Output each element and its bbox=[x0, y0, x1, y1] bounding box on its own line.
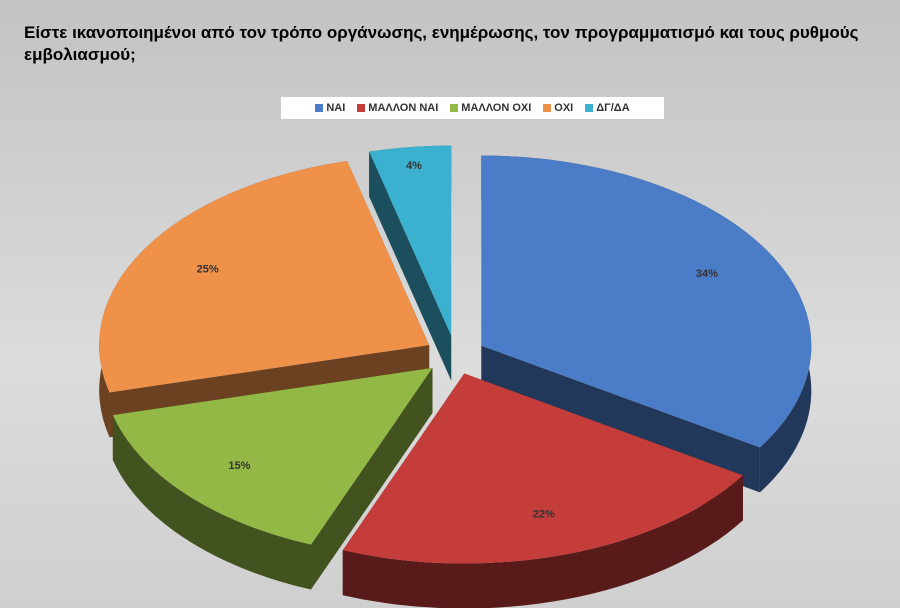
pie-slice bbox=[99, 161, 430, 393]
legend-label: ΜΑΛΛΟΝ ΟΧΙ bbox=[461, 102, 532, 114]
slice-side bbox=[112, 415, 312, 590]
legend-item: ΜΑΛΛΟΝ ΝΑΙ bbox=[357, 102, 438, 114]
pie-slice bbox=[112, 367, 433, 545]
legend-label: ΔΓ/ΔΑ bbox=[596, 102, 630, 114]
legend-swatch bbox=[315, 104, 324, 112]
slice-side bbox=[342, 475, 743, 608]
legend-label: ΜΑΛΛΟΝ ΝΑΙ bbox=[368, 102, 439, 114]
legend: ΝΑΙ ΜΑΛΛΟΝ ΝΑΙ ΜΑΛΛΟΝ ΟΧΙ ΟΧΙ ΔΓ/ΔΑ bbox=[281, 97, 664, 119]
pie-slice bbox=[369, 145, 452, 336]
slice-side bbox=[481, 345, 760, 493]
value-label: 15% bbox=[228, 460, 250, 472]
legend-item: ΝΑΙ bbox=[315, 102, 345, 114]
value-label: 4% bbox=[406, 160, 422, 172]
legend-item: ΜΑΛΛΟΝ ΟΧΙ bbox=[450, 102, 531, 114]
pie-slice bbox=[481, 155, 812, 448]
legend-item: ΔΓ/ΔΑ bbox=[585, 102, 630, 114]
value-label: 22% bbox=[533, 508, 555, 520]
legend-item: ΟΧΙ bbox=[543, 102, 573, 114]
value-label: 25% bbox=[197, 264, 219, 276]
legend-label: ΟΧΙ bbox=[554, 102, 574, 114]
value-label: 34% bbox=[696, 268, 718, 280]
legend-swatch bbox=[585, 104, 594, 112]
legend-swatch bbox=[543, 104, 552, 112]
legend-swatch bbox=[357, 104, 366, 112]
slice-side bbox=[369, 151, 452, 381]
slice-side bbox=[311, 367, 433, 590]
chart-title: Είστε ικανοποιημένοι από τον τρόπο οργάν… bbox=[24, 23, 859, 64]
legend-label: ΝΑΙ bbox=[326, 102, 346, 114]
legend-swatch bbox=[450, 104, 459, 112]
pie-slice bbox=[342, 373, 743, 564]
